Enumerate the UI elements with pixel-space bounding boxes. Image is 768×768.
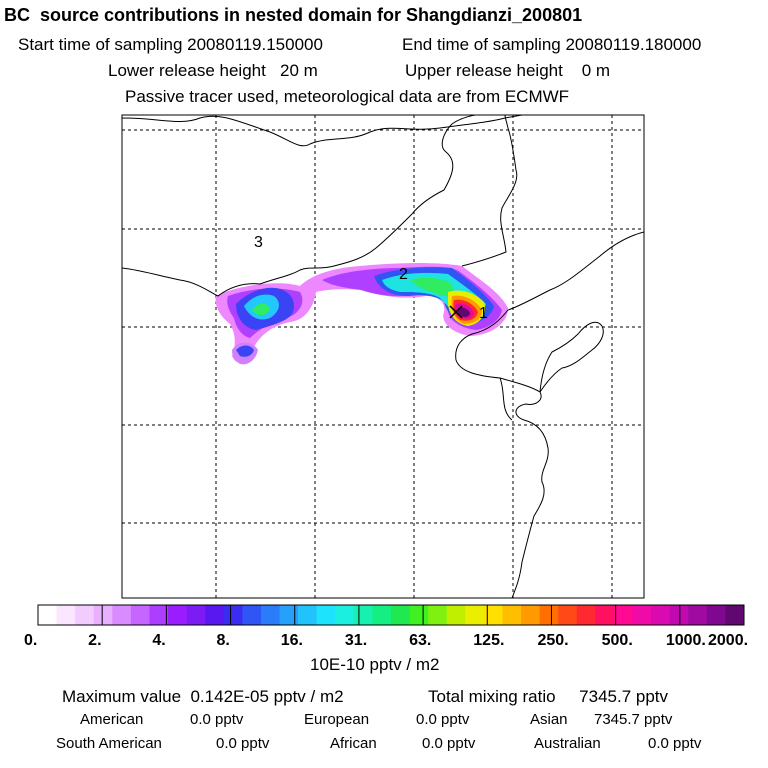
region-value-european: 0.0 pptv [416, 711, 470, 728]
colorbar-cell [632, 605, 652, 625]
colorbar-tick-label: 2000. [708, 632, 748, 649]
colorbar-cell [75, 605, 95, 625]
colorbar-cell [595, 605, 615, 625]
map-title: BC source contributions in nested domain… [4, 5, 583, 25]
colorbar-cell [521, 605, 541, 625]
colorbar-cell [725, 605, 745, 625]
colorbar-tick-label: 0. [24, 632, 37, 649]
region-name-south-american: South American [56, 735, 162, 752]
colorbar-cell [93, 605, 113, 625]
colorbar-cell [223, 605, 243, 625]
region-name-australian: Australian [534, 735, 601, 752]
colorbar-tick-label: 125. [473, 632, 504, 649]
colorbar-cell [205, 605, 225, 625]
colorbar-cell [502, 605, 522, 625]
colorbar-cell [465, 605, 485, 625]
colorbar-tick-label: 2. [88, 632, 101, 649]
colorbar-cell [428, 605, 448, 625]
region-label-3: 3 [254, 234, 263, 251]
colorbar-cell [446, 605, 466, 625]
plume-green [252, 277, 453, 316]
concentration-plume [215, 263, 508, 365]
region-name-european: European [304, 711, 370, 728]
colorbar-cell [38, 605, 58, 625]
colorbar-tick-label: 8. [217, 632, 230, 649]
colorbar-cell [539, 605, 559, 625]
plume-dark-core [458, 307, 470, 317]
colorbar-tick-label: 31. [345, 632, 367, 649]
region-value-asian: 7345.7 pptv [594, 711, 673, 728]
tracer-note: Passive tracer used, meteorological data… [125, 87, 570, 106]
region-name-asian: Asian [530, 711, 568, 728]
region-label-1: 1 [479, 305, 488, 322]
colorbar-cell [335, 605, 355, 625]
colorbar-cell [576, 605, 596, 625]
colorbar-cells [38, 605, 745, 625]
region-value-australian: 0.0 pptv [648, 735, 702, 752]
colorbar-cell [260, 605, 281, 625]
region-name-american: American [80, 711, 144, 728]
colorbar-cell [372, 605, 392, 625]
colorbar-cell [112, 605, 132, 625]
colorbar-cell [186, 605, 206, 625]
colorbar-cell [149, 605, 169, 625]
max-value-label: Maximum value 0.142E-05 pptv / m2 [62, 687, 344, 706]
region-value-african: 0.0 pptv [422, 735, 476, 752]
colorbar-tick-label: 16. [281, 632, 303, 649]
coastlines [122, 115, 644, 598]
colorbar-frame [37, 604, 745, 626]
lat-lon-grid [122, 115, 644, 598]
start-time-label: Start time of sampling 20080119.150000 [18, 35, 323, 54]
colorbar-cell [558, 605, 578, 625]
colorbar-tick-label: 4. [152, 632, 165, 649]
colorbar-cell [669, 605, 689, 625]
colorbar-cell [391, 605, 411, 625]
colorbar-tick-label: 250. [537, 632, 568, 649]
region-name-african: African [330, 735, 377, 752]
colorbar-cell [316, 605, 336, 625]
colorbar-cell [613, 605, 634, 625]
map-frame [121, 114, 645, 599]
end-time-label: End time of sampling 20080119.180000 [402, 35, 702, 54]
colorbar-tick-label: 63. [409, 632, 431, 649]
colorbar-cell [56, 605, 76, 625]
colorbar-unit: 10E-10 pptv / m2 [310, 655, 440, 674]
colorbar-cell [168, 605, 188, 625]
colorbar-cell [688, 605, 708, 625]
upper-release-label: Upper release height 0 m [405, 61, 611, 80]
total-mixing-ratio-label: Total mixing ratio 7345.7 pptv [428, 687, 669, 706]
colorbar-tick-labels: 0. 2. 4. 8. 16. 31. 63. 125. 250. 500. 1000. 2000. [24, 632, 748, 649]
colorbar-cell [706, 605, 726, 625]
colorbar-cell [353, 605, 373, 625]
colorbar-cell [130, 605, 150, 625]
colorbar-cell [242, 605, 262, 625]
lower-release-label: Lower release height 20 m [108, 61, 318, 80]
colorbar-cell [409, 605, 429, 625]
colorbar-cell [298, 605, 318, 625]
colorbar-tick-label: 1000. [666, 632, 706, 649]
region-value-south-american: 0.0 pptv [216, 735, 270, 752]
colorbar-cell [651, 605, 671, 625]
colorbar-tick-label: 500. [602, 632, 633, 649]
receptor-marker [449, 305, 463, 319]
region-value-american: 0.0 pptv [190, 711, 244, 728]
plume-blob-south-core [236, 345, 254, 357]
colorbar-cell [483, 605, 503, 625]
colorbar-cell [279, 605, 299, 625]
region-label-2: 2 [399, 266, 408, 283]
